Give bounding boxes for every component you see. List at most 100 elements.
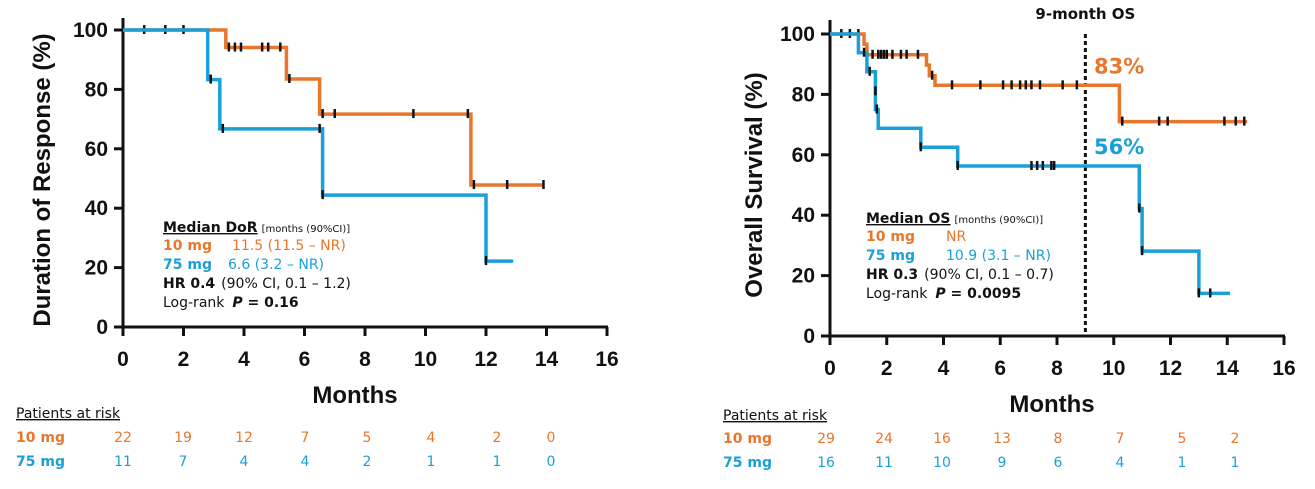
risk-count: 16: [817, 455, 835, 471]
annotation-hr-label: HR 0.3: [866, 267, 918, 283]
risk-row-label: 75 mg: [16, 454, 65, 470]
landmark-label-orange: 83%: [1094, 54, 1144, 78]
x-tick-label: 16: [1272, 357, 1295, 380]
x-tick-label: 12: [1159, 357, 1182, 380]
risk-count: 2: [493, 430, 502, 446]
x-tick-label: 4: [938, 357, 950, 380]
annotation-logrank-value: = 0.16: [243, 295, 299, 311]
risk-count: 16: [933, 431, 951, 447]
risk-count: 4: [240, 454, 249, 470]
risk-count: 9: [998, 455, 1007, 471]
annotation-logrank-value: = 0.0095: [946, 286, 1022, 302]
annotation-heading-main: Median OS: [866, 211, 951, 227]
x-tick-label: 10: [1102, 357, 1125, 380]
annotation-hr: HR 0.3 (90% CI, 0.1 – 0.7): [866, 267, 1054, 283]
annotation-10mg-value: 11.5 (11.5 – NR): [232, 238, 346, 254]
risk-count: 6: [1054, 455, 1063, 471]
risk-count: 13: [993, 431, 1011, 447]
y-tick-label: 20: [792, 265, 815, 288]
risk-count: 4: [427, 430, 436, 446]
y-tick-label: 80: [85, 78, 108, 101]
x-tick-label: 0: [117, 348, 129, 371]
y-tick-label: 60: [792, 144, 815, 167]
reference-line-label: 9-month OS: [1035, 5, 1135, 23]
annotation-75mg-value: 10.9 (3.1 – NR): [946, 248, 1051, 264]
risk-count: 22: [114, 430, 132, 446]
annotation-heading: Median OS [months (90%CI)]: [866, 211, 1043, 227]
risk-row-label: 10 mg: [723, 431, 772, 447]
x-tick-label: 14: [1216, 357, 1240, 380]
risk-count: 24: [875, 431, 893, 447]
annotation-logrank-p: P: [232, 295, 243, 311]
landmark-label-blue: 56%: [1094, 135, 1144, 159]
km-curve-75mg: [830, 32, 1231, 296]
x-tick-label: 2: [881, 357, 893, 380]
risk-count: 7: [1116, 431, 1125, 447]
y-tick-label: 100: [73, 19, 108, 42]
annotation-logrank: Log-rank P = 0.16: [163, 295, 299, 311]
annotation-hr-value: (90% CI, 0.1 – 0.7): [924, 267, 1054, 283]
risk-count: 2: [1231, 431, 1240, 447]
annotation-logrank-label: Log-rank: [163, 295, 225, 311]
risk-count: 10: [933, 455, 951, 471]
y-tick-label: 0: [803, 325, 815, 348]
annotation-10mg-label: 10 mg: [163, 238, 212, 254]
risk-count: 1: [1231, 455, 1240, 471]
annotation-hr-value: (90% CI, 0.1 – 1.2): [221, 276, 351, 292]
annotation-hr-label: HR 0.4: [163, 276, 215, 292]
y-tick-label: 40: [792, 204, 815, 227]
km-curve-10mg: [123, 28, 544, 187]
risk-count: 7: [179, 454, 188, 470]
annotation-heading-main: Median DoR: [163, 220, 258, 236]
y-tick-label: 40: [85, 197, 108, 220]
x-tick-label: 10: [414, 348, 437, 371]
y-axis-label: Duration of Response (%): [29, 33, 56, 326]
annotation-heading: Median DoR [months (90%CI)]: [163, 220, 350, 236]
x-tick-label: 14: [535, 348, 559, 371]
y-tick-label: 100: [780, 23, 815, 46]
risk-count: 0: [547, 454, 556, 470]
x-tick-label: 6: [994, 357, 1006, 380]
risk-table-title: Patients at risk: [723, 408, 828, 424]
risk-count: 5: [363, 430, 372, 446]
x-tick-label: 0: [824, 357, 836, 380]
annotation-10mg-value: NR: [946, 229, 966, 245]
y-axis-label: Overall Survival (%): [741, 72, 768, 297]
risk-count: 4: [1116, 455, 1125, 471]
risk-count: 1: [493, 454, 502, 470]
risk-count: 8: [1054, 431, 1063, 447]
km-curve-10mg: [830, 32, 1248, 124]
y-tick-label: 0: [96, 316, 108, 339]
risk-count: 11: [114, 454, 132, 470]
annotation-75mg-label: 75 mg: [866, 248, 915, 264]
risk-count: 1: [427, 454, 436, 470]
risk-count: 1: [1178, 455, 1187, 471]
annotation-logrank-p: P: [935, 286, 946, 302]
annotation-heading-note: [months (90%CI)]: [262, 224, 351, 235]
risk-count: 12: [235, 430, 253, 446]
risk-count: 19: [174, 430, 192, 446]
x-tick-label: 8: [359, 348, 371, 371]
annotation-heading-note: [months (90%CI)]: [955, 215, 1044, 226]
annotation-logrank-label: Log-rank: [866, 286, 928, 302]
x-tick-label: 12: [474, 348, 497, 371]
x-axis-label: Months: [312, 382, 397, 409]
x-axis-label: Months: [1009, 391, 1094, 418]
y-tick-label: 60: [85, 138, 108, 161]
annotation-75mg-label: 75 mg: [163, 257, 212, 273]
x-tick-label: 6: [299, 348, 311, 371]
x-tick-label: 16: [595, 348, 618, 371]
x-tick-label: 2: [178, 348, 190, 371]
y-tick-label: 20: [85, 257, 108, 280]
risk-row-label: 75 mg: [723, 455, 772, 471]
risk-count: 4: [301, 454, 310, 470]
risk-count: 5: [1178, 431, 1187, 447]
annotation-logrank: Log-rank P = 0.0095: [866, 286, 1021, 302]
risk-count: 11: [875, 455, 893, 471]
annotation-hr: HR 0.4 (90% CI, 0.1 – 1.2): [163, 276, 351, 292]
risk-table-title: Patients at risk: [16, 406, 121, 422]
risk-count: 0: [547, 430, 556, 446]
y-tick-label: 80: [792, 83, 815, 106]
